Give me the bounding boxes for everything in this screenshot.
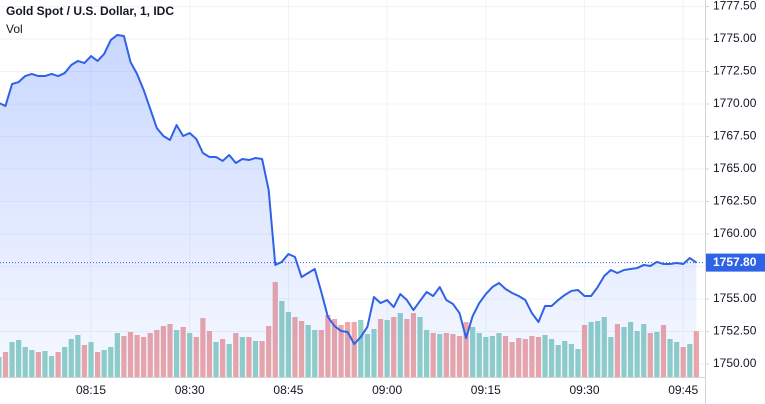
y-tick-label: 1775.00 bbox=[713, 31, 757, 45]
x-tick-label: 09:00 bbox=[372, 383, 402, 397]
x-tick-label: 09:15 bbox=[471, 383, 501, 397]
x-tick-label: 08:30 bbox=[175, 383, 205, 397]
y-tick-label: 1762.50 bbox=[713, 194, 757, 208]
y-tick-label: 1752.50 bbox=[713, 324, 757, 338]
x-tick-label: 08:15 bbox=[76, 383, 106, 397]
y-tick-label: 1772.50 bbox=[713, 64, 757, 78]
y-tick-label: 1750.00 bbox=[713, 356, 757, 370]
last-price-label: 1757.80 bbox=[713, 255, 757, 269]
price-area bbox=[0, 34, 697, 377]
chart-title: Gold Spot / U.S. Dollar, 1, IDC bbox=[6, 4, 174, 18]
volume-label: Vol bbox=[6, 22, 23, 36]
x-tick-label: 08:45 bbox=[273, 383, 303, 397]
y-tick-label: 1765.00 bbox=[713, 161, 757, 175]
price-line bbox=[0, 33, 697, 345]
last-price-box bbox=[706, 253, 765, 272]
y-tick-label: 1767.50 bbox=[713, 129, 757, 143]
plot-area bbox=[0, 33, 705, 377]
y-tick-label: 1760.00 bbox=[713, 226, 757, 240]
x-tick-label: 09:30 bbox=[570, 383, 600, 397]
y-tick-label: 1777.50 bbox=[713, 0, 757, 13]
y-tick-label: 1770.00 bbox=[713, 96, 757, 110]
x-tick-label: 09:45 bbox=[668, 383, 698, 397]
y-tick-label: 1755.00 bbox=[713, 291, 757, 305]
